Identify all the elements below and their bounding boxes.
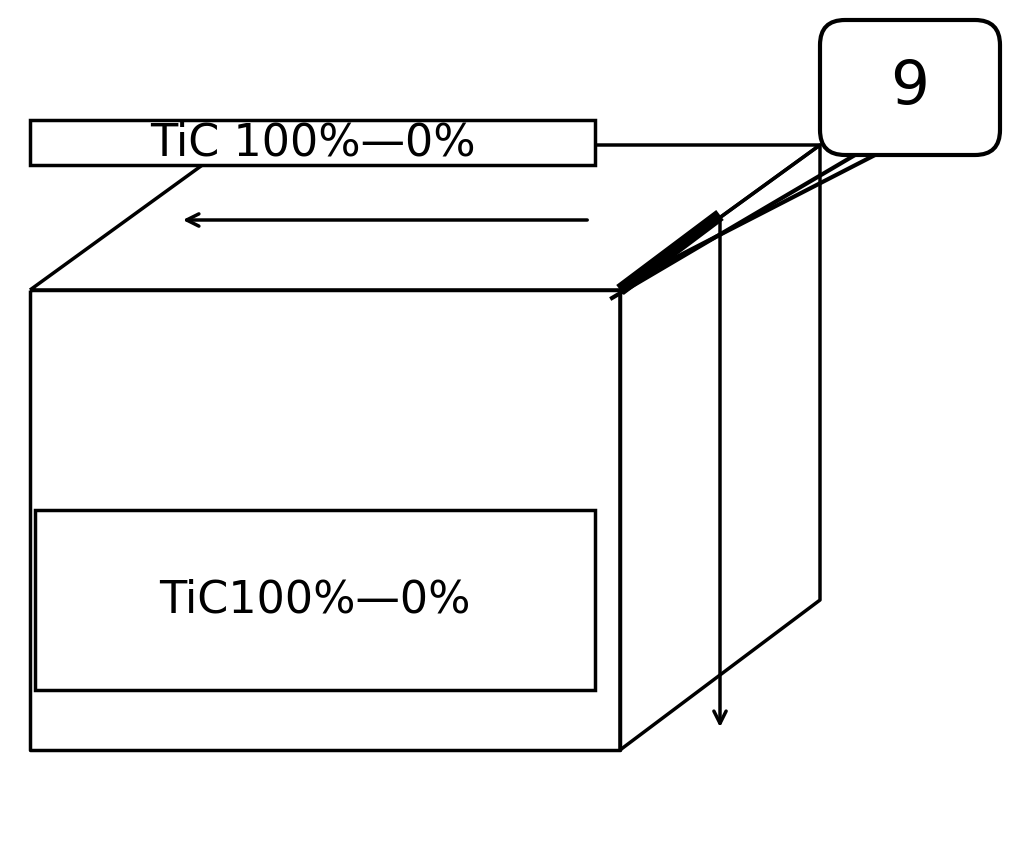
FancyBboxPatch shape (820, 20, 1000, 155)
FancyBboxPatch shape (35, 510, 595, 690)
Text: 9: 9 (891, 58, 929, 117)
Text: TiC 100%—0%: TiC 100%—0% (149, 121, 475, 164)
Text: TiC100%—0%: TiC100%—0% (159, 579, 471, 621)
FancyBboxPatch shape (30, 120, 595, 165)
